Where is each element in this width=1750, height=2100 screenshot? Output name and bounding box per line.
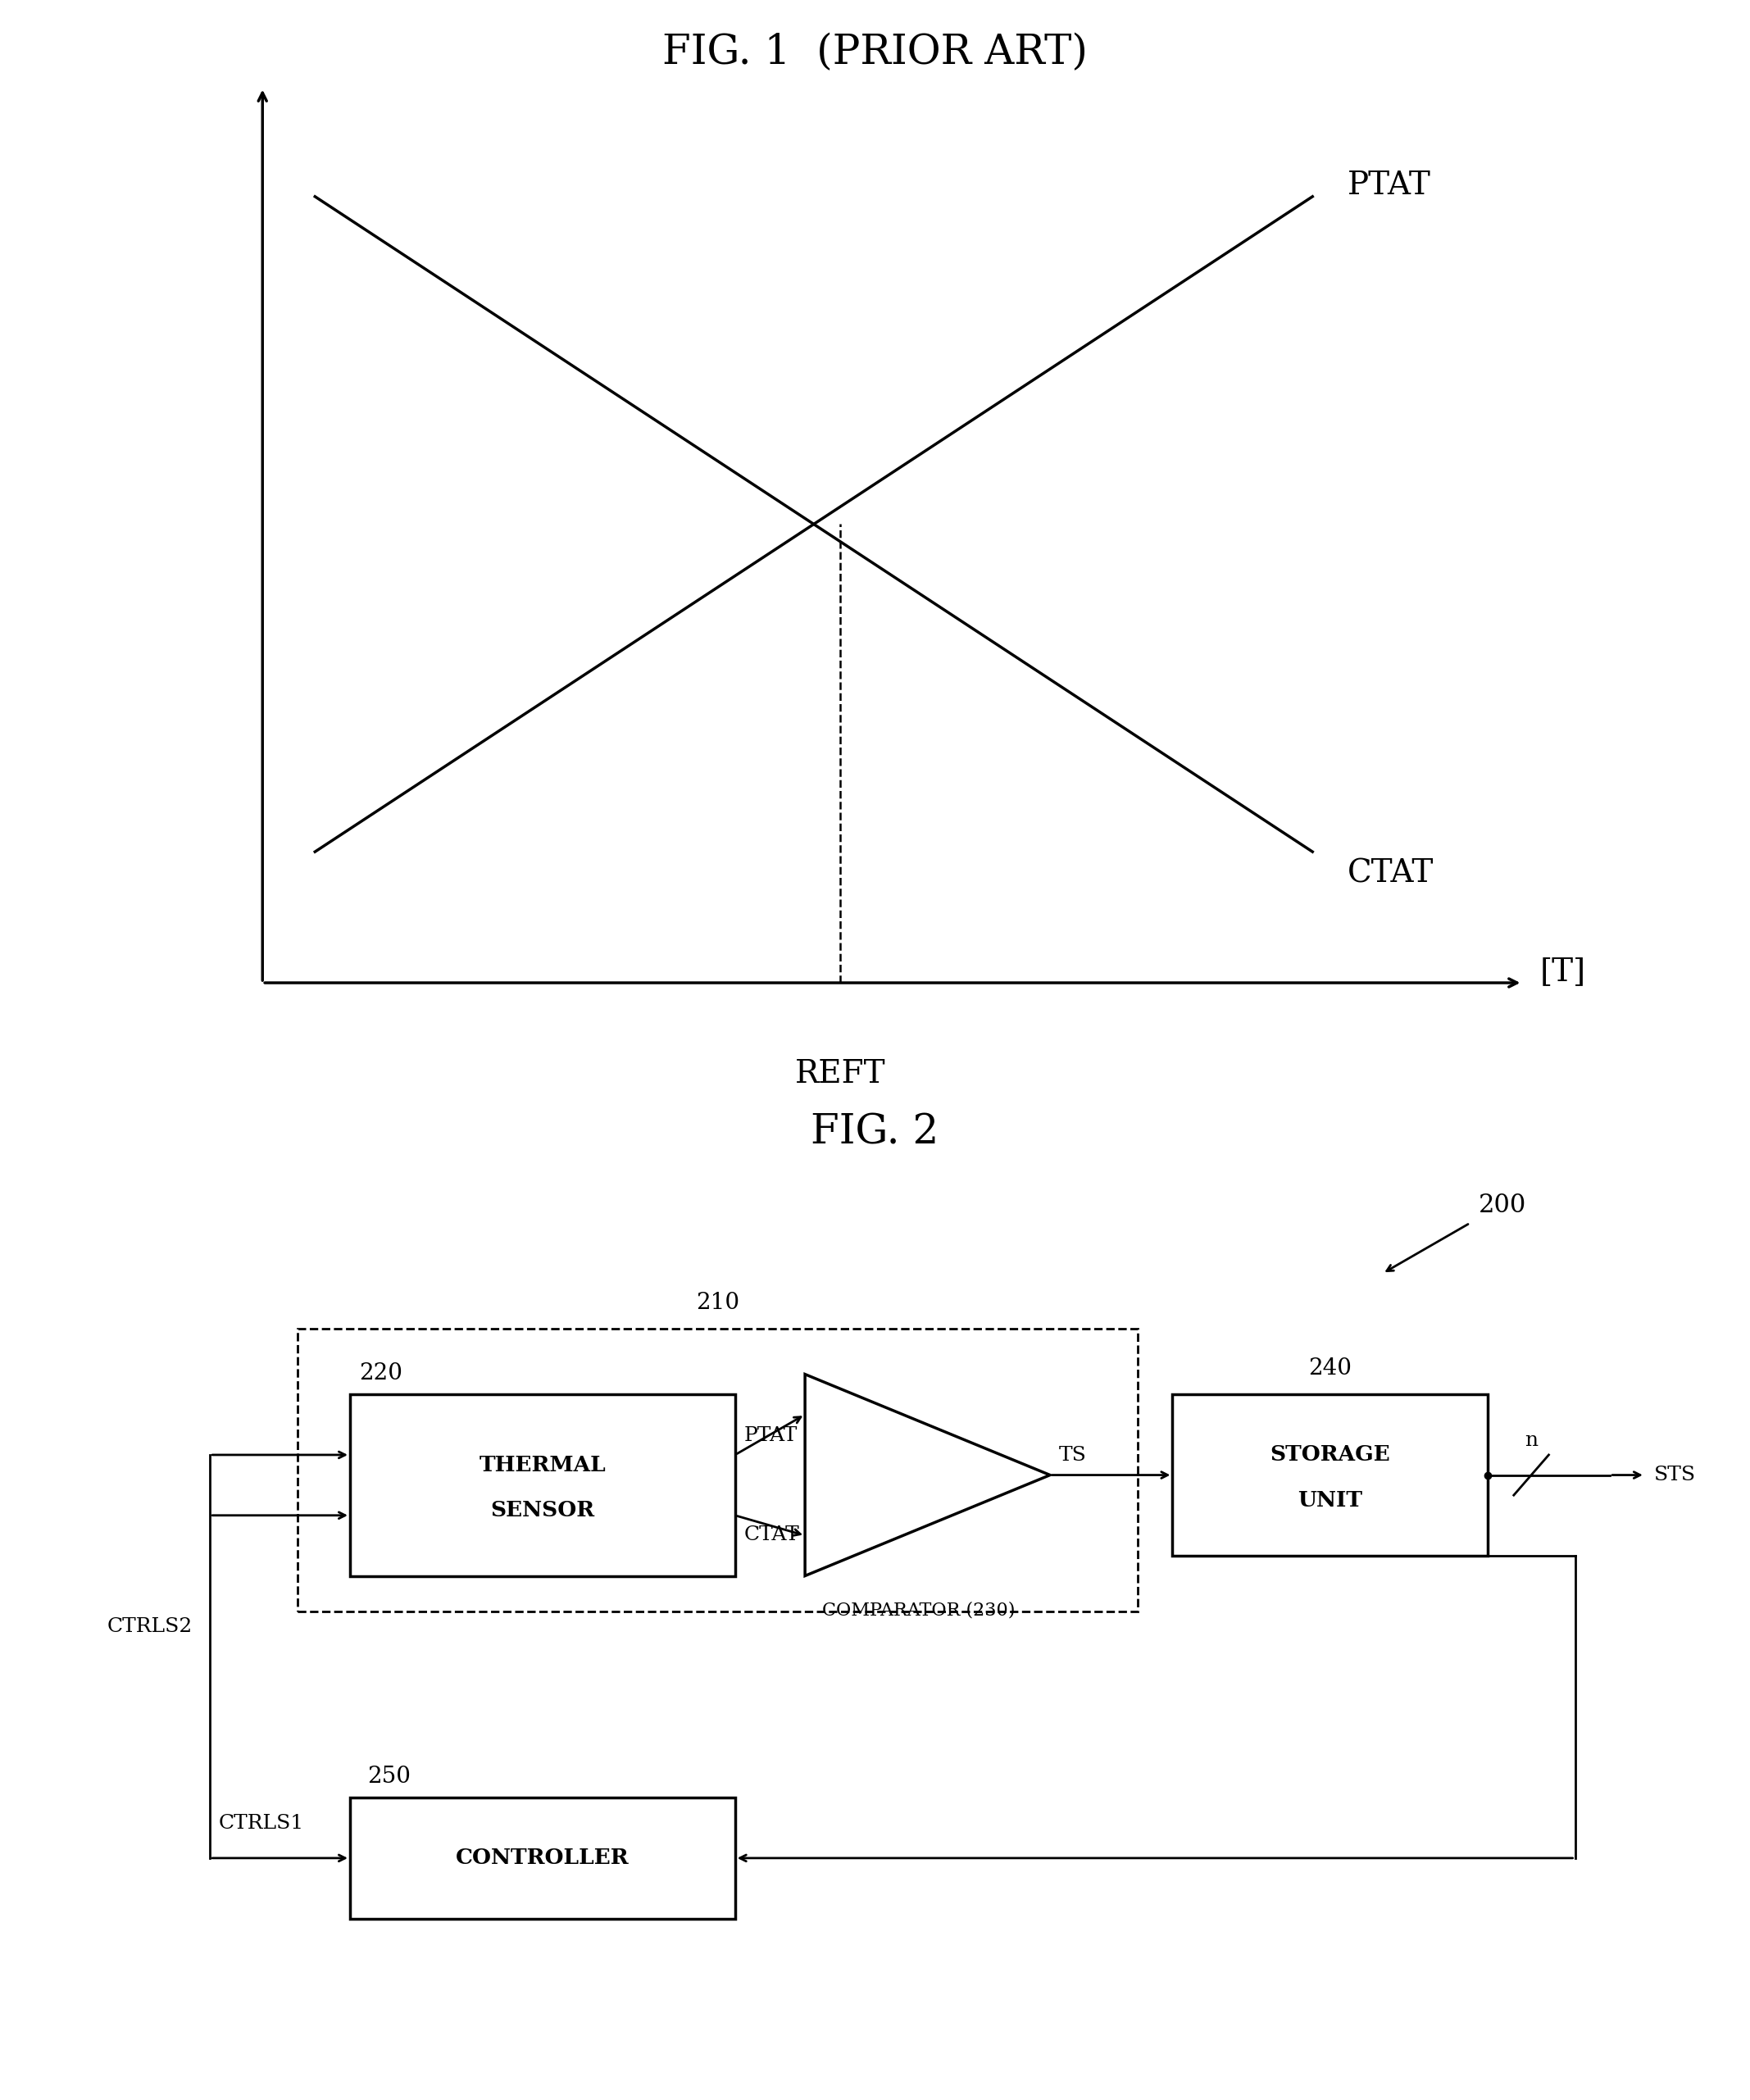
Text: 250: 250 (368, 1766, 411, 1787)
Text: CTRLS1: CTRLS1 (219, 1814, 304, 1833)
Text: UNIT: UNIT (1297, 1491, 1363, 1510)
Text: SENSOR: SENSOR (490, 1499, 595, 1520)
Text: FIG. 2: FIG. 2 (810, 1113, 940, 1153)
Text: REFT: REFT (795, 1058, 886, 1090)
Text: STS: STS (1654, 1466, 1696, 1485)
Text: 200: 200 (1479, 1193, 1526, 1218)
Text: [T]: [T] (1540, 958, 1586, 987)
Bar (1172, 1394, 1488, 1556)
Text: THERMAL: THERMAL (480, 1455, 606, 1474)
Bar (350, 1394, 735, 1575)
Text: CONTROLLER: CONTROLLER (455, 1848, 630, 1869)
Text: FIG. 1  (PRIOR ART): FIG. 1 (PRIOR ART) (662, 34, 1088, 74)
Text: CTRLS2: CTRLS2 (107, 1617, 192, 1636)
Bar (350, 1798, 735, 1919)
Text: CTAT: CTAT (1348, 859, 1433, 888)
Text: STORAGE: STORAGE (1270, 1445, 1390, 1466)
Polygon shape (805, 1373, 1050, 1575)
Text: 220: 220 (359, 1363, 402, 1384)
Text: n: n (1524, 1430, 1538, 1449)
Bar (298, 1329, 1138, 1611)
Text: 210: 210 (696, 1292, 738, 1315)
Text: 240: 240 (1309, 1357, 1351, 1380)
Text: PTAT: PTAT (1348, 170, 1432, 202)
Text: COMPARATOR (230): COMPARATOR (230) (822, 1600, 1015, 1619)
Text: CTAT: CTAT (744, 1525, 800, 1544)
Text: PTAT: PTAT (744, 1426, 798, 1445)
Text: TS: TS (1059, 1447, 1087, 1466)
